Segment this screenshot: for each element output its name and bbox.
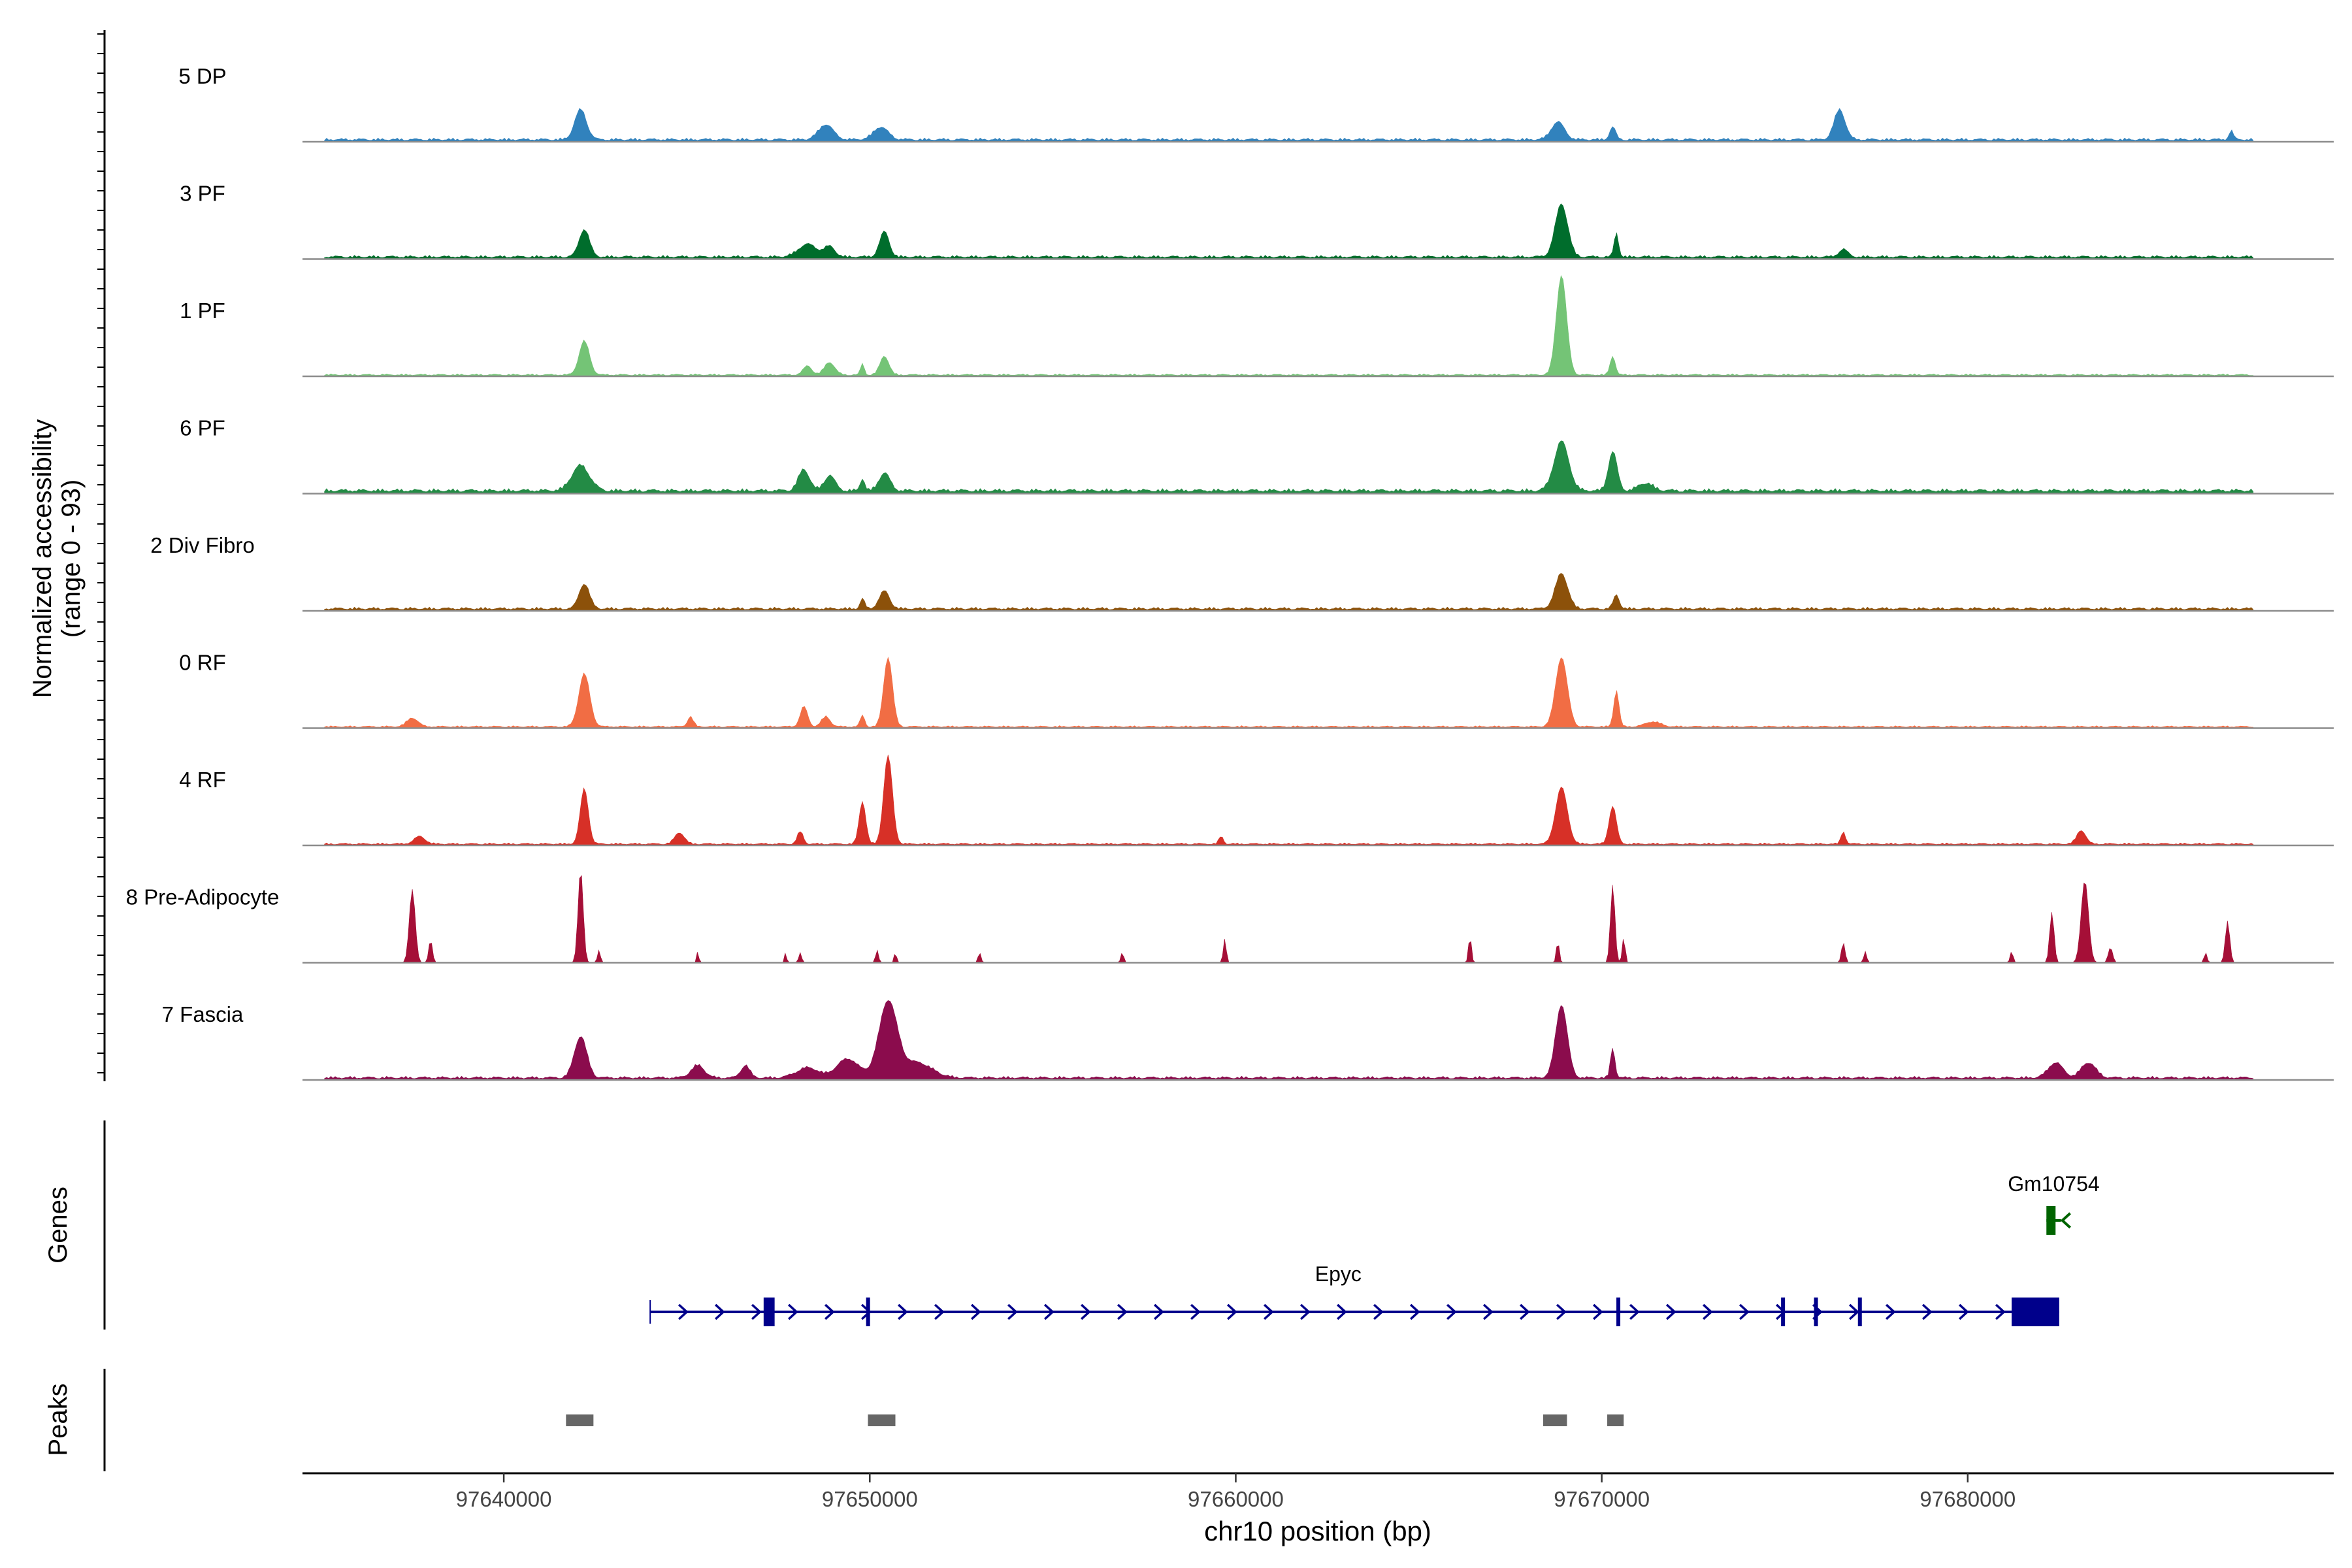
exon xyxy=(763,1298,775,1326)
strand-arrow xyxy=(1665,1303,1676,1320)
strand-arrow xyxy=(970,1303,981,1320)
track-label: 5 DP xyxy=(178,64,226,88)
peak-region xyxy=(868,1414,896,1426)
strand-arrow xyxy=(1958,1303,1969,1320)
strand-arrow xyxy=(1373,1303,1384,1320)
exon xyxy=(1814,1298,1818,1326)
exon xyxy=(1857,1298,1862,1326)
strand-arrow xyxy=(824,1303,835,1320)
strand-arrow xyxy=(1263,1303,1274,1320)
coverage-area xyxy=(324,657,2254,728)
strand-arrow xyxy=(1519,1303,1530,1320)
x-axis-label: chr10 position (bp) xyxy=(1204,1516,1431,1546)
coverage-area xyxy=(324,108,2254,142)
strand-arrow xyxy=(1409,1303,1420,1320)
peaks-panel-label: Peaks xyxy=(44,1383,73,1456)
track-0-rf: 0 RF xyxy=(179,651,2334,729)
strand-arrow xyxy=(1592,1303,1603,1320)
strand-arrow xyxy=(678,1303,689,1320)
track-6-pf: 6 PF xyxy=(180,416,2334,495)
track-2-div-fibro: 2 Div Fibro xyxy=(150,533,2334,612)
strand-arrow xyxy=(2060,1212,2072,1229)
track-4-rf: 4 RF xyxy=(179,755,2334,847)
track-label: 7 Fascia xyxy=(162,1002,244,1026)
coverage-area xyxy=(324,440,2254,494)
exon xyxy=(1781,1298,1786,1326)
strand-arrow xyxy=(751,1303,762,1320)
strand-arrow xyxy=(1921,1303,1933,1320)
strand-arrow xyxy=(1995,1303,2006,1320)
coverage-area xyxy=(324,755,2254,846)
strand-arrow xyxy=(1336,1303,1347,1320)
strand-arrow xyxy=(897,1303,908,1320)
strand-arrow xyxy=(1446,1303,1457,1320)
strand-arrow xyxy=(1226,1303,1237,1320)
track-label: 3 PF xyxy=(180,182,225,206)
track-label: 6 PF xyxy=(180,416,225,440)
strand-arrow xyxy=(1043,1303,1054,1320)
axes-layer xyxy=(103,30,2334,1475)
exon xyxy=(1616,1298,1621,1326)
peak-region xyxy=(566,1414,594,1426)
gene-epyc: Epyc xyxy=(649,1262,2059,1326)
gene-label: Epyc xyxy=(1315,1262,1362,1286)
track-label: 1 PF xyxy=(180,299,225,323)
x-tick-label: 97650000 xyxy=(822,1487,918,1511)
coverage-area xyxy=(324,875,2253,963)
y-axis-range-label: (range 0 - 93) xyxy=(57,480,86,638)
strand-arrow xyxy=(1153,1303,1164,1320)
track-label: 8 Pre-Adipocyte xyxy=(126,885,280,909)
strand-arrow xyxy=(714,1303,725,1320)
strand-arrow xyxy=(1080,1303,1091,1320)
track-1-pf: 1 PF xyxy=(180,274,2334,378)
y-axis-label: Normalized accessibility xyxy=(28,419,57,698)
track-label: 4 RF xyxy=(179,768,226,792)
strand-arrow xyxy=(1482,1303,1494,1320)
strand-arrow xyxy=(1007,1303,1018,1320)
strand-arrow xyxy=(1702,1303,1713,1320)
track-label: 2 Div Fibro xyxy=(150,533,255,557)
track-8-pre-adipocyte: 8 Pre-Adipocyte xyxy=(126,875,2334,964)
gene-gm10754: Gm10754 xyxy=(2008,1172,2100,1235)
track-7-fascia: 7 Fascia xyxy=(162,1000,2334,1081)
x-tick-label: 97670000 xyxy=(1554,1487,1650,1511)
exon xyxy=(2012,1298,2059,1326)
coverage-area xyxy=(324,203,2254,259)
gene-label: Gm10754 xyxy=(2008,1172,2100,1196)
strand-arrow xyxy=(1117,1303,1128,1320)
peak-region xyxy=(1543,1414,1567,1426)
exon xyxy=(866,1298,870,1326)
x-tick-label: 97680000 xyxy=(1919,1487,2016,1511)
peak-region xyxy=(1607,1414,1624,1426)
strand-arrow xyxy=(934,1303,945,1320)
peak-track xyxy=(566,1414,1624,1426)
x-tick-label: 97640000 xyxy=(456,1487,552,1511)
track-label: 0 RF xyxy=(179,651,226,675)
x-axis-ticks: 97640000 97650000 97660000 97670000 97680000 xyxy=(456,1473,2016,1511)
strand-arrow xyxy=(1299,1303,1311,1320)
genes-panel-label: Genes xyxy=(44,1186,73,1264)
y-tick-marks xyxy=(97,33,105,1073)
coverage-area xyxy=(324,274,2254,377)
gene-track: Epyc Gm10754 xyxy=(649,1172,2100,1326)
strand-arrow xyxy=(1739,1303,1750,1320)
coverage-area xyxy=(324,1000,2254,1081)
strand-arrow xyxy=(1629,1303,1640,1320)
x-tick-label: 97660000 xyxy=(1188,1487,1284,1511)
track-5-dp: 5 DP xyxy=(178,64,2334,143)
coverage-tracks: 5 DP 3 PF 1 PF 6 PF 2 Div Fibro 0 RF 4 RF 8 Pre… xyxy=(126,64,2334,1081)
strand-arrow xyxy=(787,1303,798,1320)
coverage-area xyxy=(324,573,2254,612)
strand-arrow xyxy=(1190,1303,1201,1320)
strand-arrow xyxy=(1885,1303,1896,1320)
strand-arrow xyxy=(1848,1303,1859,1320)
track-3-pf: 3 PF xyxy=(180,182,2334,260)
strand-arrow xyxy=(1556,1303,1567,1320)
exon xyxy=(2046,1206,2056,1235)
